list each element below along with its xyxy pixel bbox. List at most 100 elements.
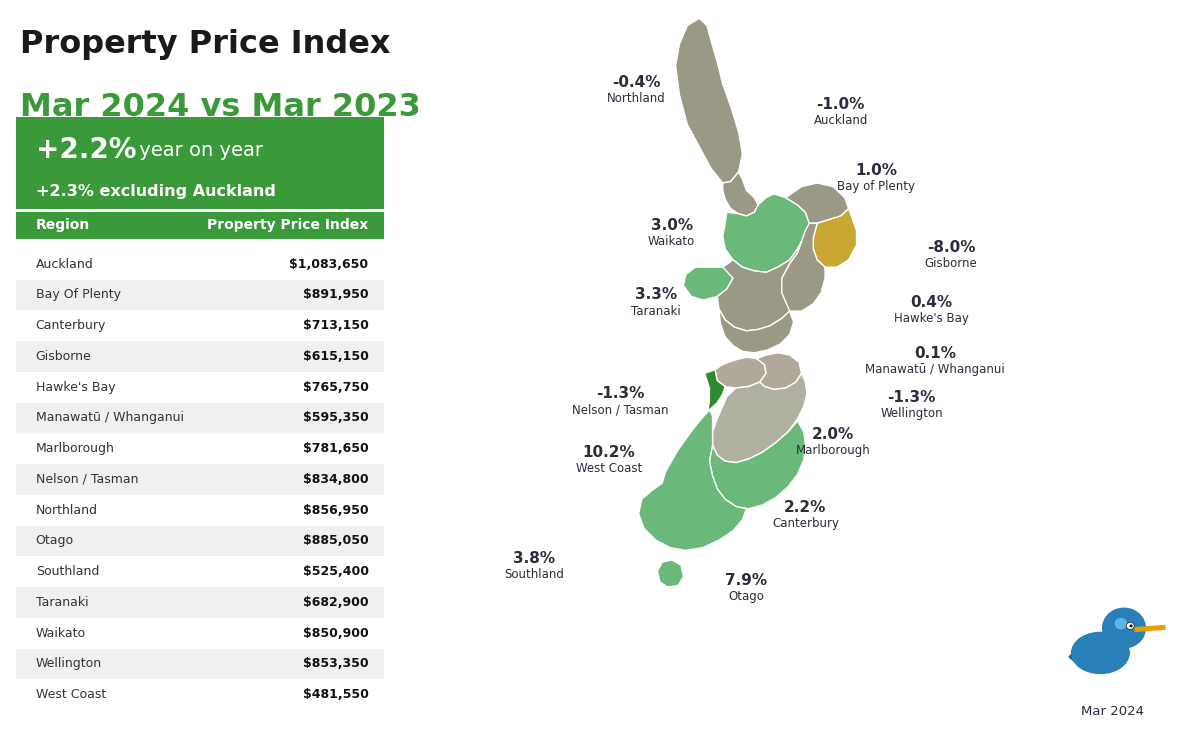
Text: $850,900: $850,900: [303, 627, 369, 640]
Polygon shape: [684, 267, 733, 300]
Circle shape: [1126, 622, 1134, 630]
FancyArrow shape: [1134, 626, 1165, 631]
Text: 0.1%: 0.1%: [914, 346, 956, 361]
Circle shape: [1130, 624, 1132, 627]
Text: Nelson / Tasman: Nelson / Tasman: [35, 473, 138, 486]
Text: $856,950: $856,950: [303, 504, 369, 517]
Text: Otago: Otago: [729, 590, 764, 603]
FancyBboxPatch shape: [15, 464, 384, 495]
Circle shape: [1114, 618, 1127, 630]
Text: Otago: Otago: [35, 534, 73, 548]
Text: West Coast: West Coast: [576, 462, 642, 475]
Text: Mar 2024 vs Mar 2023: Mar 2024 vs Mar 2023: [20, 92, 421, 122]
Text: $682,900: $682,900: [303, 596, 369, 609]
Text: Northland: Northland: [35, 504, 98, 517]
Text: Gisborne: Gisborne: [35, 350, 91, 363]
Text: $713,150: $713,150: [303, 319, 369, 332]
FancyBboxPatch shape: [15, 117, 384, 209]
Text: -0.4%: -0.4%: [612, 75, 660, 90]
FancyBboxPatch shape: [15, 403, 384, 433]
Ellipse shape: [1071, 632, 1130, 674]
Text: +2.2%: +2.2%: [35, 136, 136, 164]
Polygon shape: [723, 172, 758, 216]
Text: +2.3% excluding Auckland: +2.3% excluding Auckland: [35, 184, 276, 199]
Text: Marlborough: Marlborough: [35, 442, 115, 455]
Text: Canterbury: Canterbury: [35, 319, 106, 332]
Text: Auckland: Auckland: [814, 114, 868, 127]
Text: $481,550: $481,550: [303, 688, 369, 701]
Text: Mar 2024: Mar 2024: [1081, 705, 1144, 718]
Text: -8.0%: -8.0%: [926, 240, 975, 255]
Text: Hawke's Bay: Hawke's Bay: [35, 381, 115, 394]
Text: year on year: year on year: [132, 141, 263, 160]
Text: $781,650: $781,650: [303, 442, 369, 455]
Text: Gisborne: Gisborne: [925, 257, 977, 270]
Text: Property Price Index: Property Price Index: [207, 218, 369, 233]
Text: 3.3%: 3.3%: [635, 288, 677, 302]
Text: Canterbury: Canterbury: [771, 517, 839, 530]
Text: Nelson / Tasman: Nelson / Tasman: [573, 403, 668, 417]
Polygon shape: [662, 370, 725, 501]
FancyBboxPatch shape: [15, 649, 384, 679]
Text: Region: Region: [35, 218, 90, 233]
Text: $1,083,650: $1,083,650: [290, 258, 369, 271]
Polygon shape: [658, 560, 684, 587]
Text: Southland: Southland: [504, 568, 564, 581]
Text: 10.2%: 10.2%: [582, 445, 635, 460]
Text: 7.9%: 7.9%: [725, 573, 768, 588]
Text: $853,350: $853,350: [303, 657, 369, 671]
Text: $834,800: $834,800: [303, 473, 369, 486]
FancyBboxPatch shape: [15, 341, 384, 372]
Text: Waikato: Waikato: [648, 235, 696, 248]
Circle shape: [1103, 608, 1146, 649]
Text: Northland: Northland: [607, 92, 666, 105]
Polygon shape: [813, 209, 856, 267]
Text: Bay Of Plenty: Bay Of Plenty: [35, 288, 121, 302]
Text: Wellington: Wellington: [880, 407, 943, 420]
Text: 2.2%: 2.2%: [784, 500, 827, 515]
Text: -1.3%: -1.3%: [887, 390, 936, 405]
Polygon shape: [786, 183, 848, 223]
FancyBboxPatch shape: [15, 212, 384, 239]
Text: Wellington: Wellington: [35, 657, 102, 671]
FancyBboxPatch shape: [15, 587, 384, 618]
Text: Manawatū / Whanganui: Manawatū / Whanganui: [35, 411, 183, 425]
Polygon shape: [757, 353, 801, 389]
Text: Property Price Index: Property Price Index: [20, 29, 390, 60]
Text: $615,150: $615,150: [303, 350, 369, 363]
Text: Taranaki: Taranaki: [631, 305, 680, 318]
Text: 3.0%: 3.0%: [651, 218, 693, 233]
Text: Waikato: Waikato: [35, 627, 86, 640]
Text: Bay of Plenty: Bay of Plenty: [838, 180, 916, 193]
Polygon shape: [639, 410, 746, 550]
Text: 1.0%: 1.0%: [855, 163, 897, 178]
Polygon shape: [719, 309, 794, 353]
Text: 0.4%: 0.4%: [910, 295, 952, 310]
Text: -1.0%: -1.0%: [816, 97, 865, 112]
Polygon shape: [717, 242, 801, 331]
Text: 2.0%: 2.0%: [812, 427, 854, 441]
Text: Manawatū / Whanganui: Manawatū / Whanganui: [865, 363, 1006, 376]
Text: 3.8%: 3.8%: [513, 551, 555, 566]
Text: Southland: Southland: [35, 565, 99, 578]
FancyBboxPatch shape: [15, 280, 384, 310]
Text: $525,400: $525,400: [303, 565, 369, 578]
Text: Taranaki: Taranaki: [35, 596, 89, 609]
Text: -1.3%: -1.3%: [596, 386, 645, 401]
Polygon shape: [675, 18, 743, 183]
Text: Hawke's Bay: Hawke's Bay: [894, 312, 969, 325]
Text: $885,050: $885,050: [303, 534, 369, 548]
Polygon shape: [778, 223, 825, 311]
Text: West Coast: West Coast: [35, 688, 106, 701]
Text: $595,350: $595,350: [303, 411, 369, 425]
Polygon shape: [723, 194, 809, 272]
Text: $891,950: $891,950: [303, 288, 369, 302]
Text: Auckland: Auckland: [35, 258, 93, 271]
Text: $765,750: $765,750: [303, 381, 369, 394]
Polygon shape: [710, 421, 806, 509]
Text: Marlborough: Marlborough: [795, 444, 871, 457]
FancyBboxPatch shape: [15, 526, 384, 556]
Polygon shape: [715, 357, 767, 388]
Polygon shape: [712, 373, 807, 463]
FancyArrow shape: [1069, 648, 1082, 661]
